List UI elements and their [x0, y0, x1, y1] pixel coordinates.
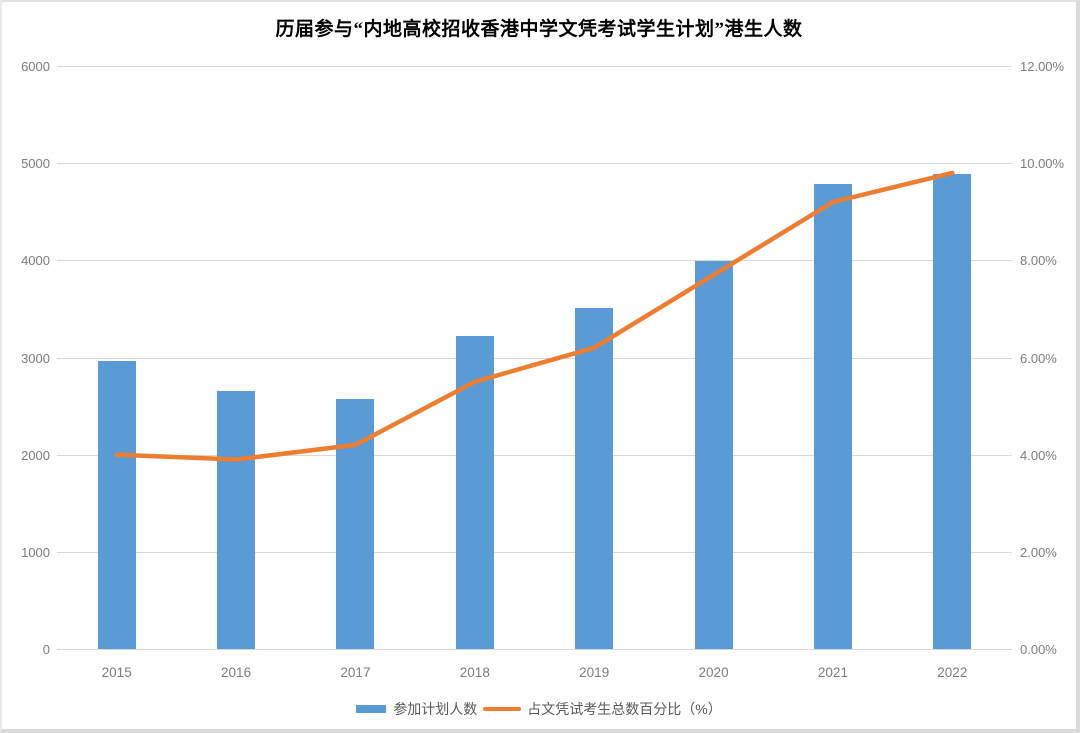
trend-line-layer: [114, 170, 955, 462]
x-axis-tick-2016: 2016: [221, 665, 252, 680]
left-axis-tick: 6000: [21, 59, 50, 74]
gridline: [57, 454, 1012, 456]
x-axis-tick-2019: 2019: [579, 665, 610, 680]
x-axis-tick-2020: 2020: [698, 665, 729, 680]
chart-title: 历届参与“内地高校招收香港中学文凭考试学生计划”港生人数: [275, 19, 803, 40]
right-axis-tick: 12.00%: [1020, 59, 1065, 74]
legend-bar-label: 参加计划人数: [393, 701, 478, 717]
trend-line: [114, 170, 955, 462]
x-axis-tick-2022: 2022: [937, 665, 968, 680]
left-axis-tick: 5000: [21, 156, 50, 172]
bar-2021: [813, 184, 852, 649]
right-axis-tick: 10.00%: [1020, 156, 1065, 172]
bar-2019: [575, 307, 614, 649]
left-axis-tick: 2000: [21, 447, 50, 463]
gridline: [57, 551, 1012, 553]
left-axis-tick: 0: [42, 642, 50, 657]
x-axis-tick-2017: 2017: [340, 665, 371, 680]
gridline: [57, 357, 1012, 359]
left-axis-tick: 1000: [21, 544, 50, 560]
right-axis-tick: 2.00%: [1020, 544, 1057, 560]
legend-bar-swatch-icon: [356, 705, 387, 713]
right-axis-tick: 6.00%: [1020, 350, 1057, 366]
x-axis-tick-2018: 2018: [459, 665, 490, 680]
legend-line-swatch-icon: [483, 707, 522, 711]
left-axis-tick: 4000: [21, 253, 50, 269]
gridline: [57, 66, 1012, 67]
gridline: [57, 163, 1012, 165]
legend-line-label: 占文凭试考生总数百分比（%）: [527, 701, 722, 717]
right-axis-tick: 0.00%: [1020, 642, 1057, 657]
bar-2020: [694, 261, 733, 649]
bar-2016: [217, 390, 256, 649]
x-axis-tick-2015: 2015: [101, 665, 132, 680]
right-axis-tick: 4.00%: [1020, 447, 1057, 463]
right-axis-tick: 8.00%: [1020, 253, 1057, 269]
left-axis-tick: 3000: [21, 350, 50, 366]
bar-2022: [933, 173, 972, 649]
plot-area: [57, 66, 1012, 650]
legend: 参加计划人数 占文凭试考生总数百分比（%）: [2, 699, 1076, 719]
bar-2017: [336, 399, 375, 649]
bar-2015: [97, 361, 136, 649]
gridline: [57, 260, 1012, 262]
x-axis-tick-2021: 2021: [817, 665, 848, 680]
gridline: [57, 649, 1012, 650]
